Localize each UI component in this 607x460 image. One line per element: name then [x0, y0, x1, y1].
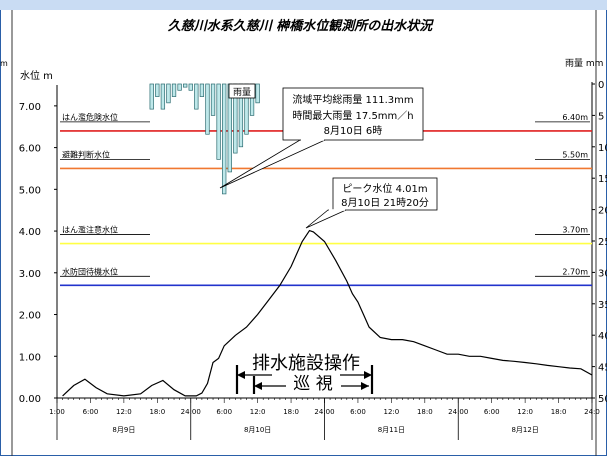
- day-label-0: 8月9日: [112, 426, 135, 434]
- patrol-arrowhead-right: [361, 382, 369, 390]
- reference-line-label-1: 避難判断水位: [62, 149, 110, 159]
- peak-callout-line1: ピーク水位 4.01m: [342, 182, 427, 195]
- rain-bar-12: [216, 83, 221, 160]
- y-tick-label-5: 5.00: [19, 185, 41, 196]
- water-level-line: [62, 229, 593, 397]
- rain-bar-9: [199, 83, 205, 97]
- x-tick-label-10: 12:0: [384, 408, 400, 416]
- rain-bar-1: [155, 83, 160, 97]
- rain-bar-11: [210, 83, 216, 116]
- rain-callout-line3: 8月10日 6時: [324, 125, 383, 137]
- r-tick-label-9: 45: [598, 363, 607, 374]
- x-tick-label-11: 18:0: [417, 408, 433, 416]
- rain-bar-10: [205, 83, 210, 135]
- left-axis-ticks: 0.00 1.00 2.00 3.00 4.00 5.00 6.00 7.00: [19, 102, 57, 405]
- x-tick-label-8: 24:00: [314, 408, 334, 416]
- reference-line-value-1: 5.50m: [562, 150, 588, 159]
- drainage-arrowhead-right: [364, 371, 372, 379]
- rainfall-bars: [149, 83, 260, 195]
- r-tick-label-5: 25: [598, 237, 607, 248]
- r-tick-label-7: 35: [598, 300, 607, 311]
- r-tick-label-8: 40: [598, 331, 607, 342]
- rain-bar-6: [183, 83, 188, 88]
- reference-line-value-0: 6.40m: [562, 113, 588, 122]
- y-tick-label-2: 2.00: [19, 311, 41, 322]
- right-axis-title: 雨量 mm: [565, 58, 603, 69]
- r-tick-label-1: 5: [598, 111, 604, 122]
- rain-callout-line2: 時間最大雨量 17.5mm／h: [292, 109, 413, 122]
- x-tick-label-7: 18:0: [283, 408, 299, 416]
- rain-bar-19: [255, 83, 260, 104]
- rain-bar-8: [194, 83, 199, 110]
- drainage-operation-label: 排水施設操作: [252, 353, 360, 374]
- x-tick-label-9: 6:00: [350, 408, 366, 416]
- x-tick-label-2: 12:0: [116, 408, 132, 416]
- r-tick-label-2: 10: [598, 143, 607, 154]
- rain-callout-line1: 流域平均総雨量 111.3mm: [292, 93, 413, 106]
- rain-label-box: [228, 83, 256, 99]
- r-tick-label-3: 15: [598, 174, 607, 185]
- x-tick-label-15: 18:0: [551, 408, 567, 416]
- r-tick-label-0: 0: [598, 80, 604, 91]
- y-tick-label-3: 3.00: [19, 269, 41, 280]
- left-edge-label: m: [0, 59, 8, 68]
- title-banner: [0, 0, 607, 10]
- rain-bar-5: [177, 83, 182, 91]
- r-tick-label-4: 20: [598, 206, 607, 217]
- drainage-arrowhead-left: [237, 371, 245, 379]
- reference-line-label-0: はん濫危険水位: [62, 112, 118, 122]
- reference-line-value-2: 3.70m: [562, 226, 588, 235]
- r-tick-label-10: 50: [598, 394, 607, 405]
- reference-line-value-3: 2.70m: [562, 267, 588, 276]
- reference-line-label-3: 水防団待機水位: [62, 266, 118, 276]
- r-tick-label-6: 30: [598, 268, 607, 279]
- rain-bar-7: [188, 83, 193, 91]
- x-tick-label-5: 6:00: [216, 408, 232, 416]
- day-label-1: 8月10日: [244, 426, 271, 434]
- rain-bar-4: [171, 83, 177, 97]
- rain-bar-0: [149, 83, 154, 110]
- x-tick-label-14: 12:0: [517, 408, 533, 416]
- x-tick-label-1: 6:00: [83, 408, 99, 416]
- right-axis-ticks: 0 5 10 15 20 25 30 35 40 45 50: [592, 80, 607, 405]
- rain-bar-13: [222, 83, 227, 195]
- x-tick-label-0: 1:00: [49, 408, 65, 416]
- reference-line-label-2: はん濫注意水位: [62, 225, 118, 235]
- peak-callout-line2: 8月10日 21時20分: [341, 197, 429, 209]
- y-tick-label-7: 7.00: [19, 102, 41, 113]
- x-tick-label-6: 12:0: [250, 408, 266, 416]
- x-tick-label-13: 6:00: [484, 408, 500, 416]
- x-axis-ticks: 1:00 6:00 12:0 18:0 24:00 6:00 12:0 18:0 24:00 6:…: [49, 398, 600, 440]
- day-label-3: 8月12日: [511, 426, 538, 434]
- chart-title: 久慈川水系久慈川 榊橋水位観測所の出水状況: [168, 18, 435, 34]
- reference-lines: はん濫危険水位 6.40m 避難判断水位 5.50m はん濫注意水位 3.70m 水防団待機…: [60, 112, 592, 287]
- rain-bar-3: [166, 83, 171, 104]
- y-tick-label-6: 6.00: [19, 144, 41, 155]
- rain-callout-box: [282, 87, 424, 141]
- x-tick-label-16: 24:0: [584, 408, 600, 416]
- x-tick-label-12: 24:00: [448, 408, 468, 416]
- y-tick-label-1: 1.00: [19, 352, 41, 363]
- y-tick-label-4: 4.00: [19, 227, 41, 238]
- x-tick-label-3: 18:0: [149, 408, 165, 416]
- day-label-2: 8月11日: [378, 426, 405, 434]
- rain-label: 雨量: [233, 87, 251, 98]
- patrol-arrowhead-left: [254, 382, 262, 390]
- x-tick-label-4: 24:00: [181, 408, 201, 416]
- rain-bar-2: [160, 83, 166, 110]
- left-axis-title: 水位 m: [20, 69, 53, 82]
- y-tick-label-0: 0.00: [19, 394, 41, 405]
- peak-callout-box: [332, 177, 438, 211]
- patrol-label: 巡 視: [293, 374, 332, 394]
